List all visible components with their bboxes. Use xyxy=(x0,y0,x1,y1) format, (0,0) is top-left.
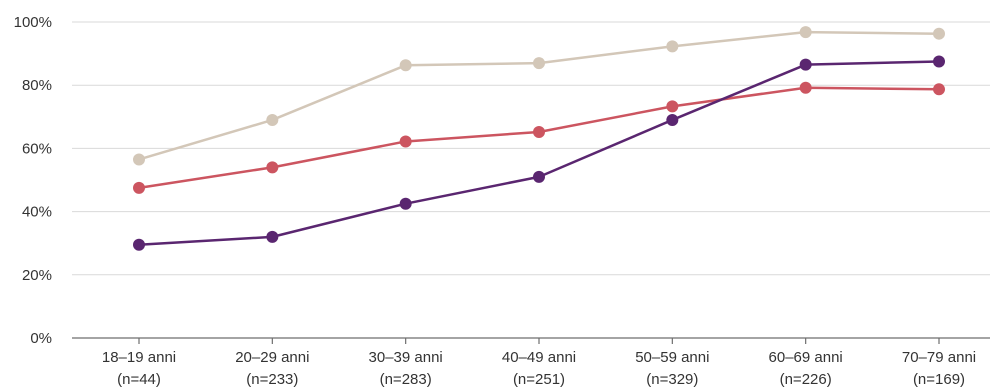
data-point xyxy=(133,238,145,251)
x-tick-label: 70–79 anni xyxy=(902,349,976,366)
data-point xyxy=(533,57,545,70)
series-line xyxy=(138,30,940,161)
x-tick-label: 20–29 anni xyxy=(235,349,309,366)
x-tick-sample-size: (n=329) xyxy=(646,371,698,388)
data-point xyxy=(933,27,945,40)
data-point xyxy=(399,59,412,72)
x-tick-sample-size: (n=233) xyxy=(246,371,298,388)
x-tick-sample-size: (n=283) xyxy=(380,371,432,388)
data-point xyxy=(133,181,145,194)
y-axis: 0% 20% 40% 60% 80% 100% xyxy=(14,14,52,347)
data-point xyxy=(533,125,545,138)
x-tick-sample-size: (n=251) xyxy=(513,371,565,388)
data-point xyxy=(799,26,812,39)
series-2 xyxy=(133,81,945,194)
data-point xyxy=(666,40,679,53)
data-point xyxy=(799,81,812,94)
x-axis: 18–19 anni (n=44) 20–29 anni (n=233) 30–39 a… xyxy=(72,337,990,388)
data-point xyxy=(399,135,412,148)
x-tick-label: 30–39 anni xyxy=(369,349,443,366)
series-layer xyxy=(133,26,945,251)
data-point xyxy=(133,153,145,166)
y-tick-label: 100% xyxy=(14,14,52,31)
y-tick-label: 0% xyxy=(30,330,52,347)
data-point xyxy=(799,58,812,71)
data-point xyxy=(933,83,945,96)
x-tick-label: 40–49 anni xyxy=(502,349,576,366)
x-tick-label: 50–59 anni xyxy=(635,349,709,366)
data-point xyxy=(266,161,279,174)
gridlines xyxy=(72,21,990,276)
x-tick-sample-size: (n=44) xyxy=(117,371,161,388)
data-point xyxy=(533,170,545,183)
x-tick-sample-size: (n=226) xyxy=(780,371,832,388)
data-point xyxy=(666,113,679,126)
x-tick-label: 18–19 anni xyxy=(102,349,176,366)
series-3 xyxy=(133,55,945,251)
y-tick-label: 40% xyxy=(22,204,52,221)
data-point xyxy=(266,230,279,243)
x-tick-sample-size: (n=169) xyxy=(913,371,965,388)
x-tick-label: 60–69 anni xyxy=(769,349,843,366)
data-point xyxy=(933,55,945,68)
data-point xyxy=(399,197,412,210)
data-point xyxy=(266,113,279,126)
y-tick-label: 60% xyxy=(22,140,52,157)
data-point xyxy=(666,100,679,113)
series-1 xyxy=(133,26,945,166)
y-tick-label: 80% xyxy=(22,77,52,94)
y-tick-label: 20% xyxy=(22,267,52,284)
